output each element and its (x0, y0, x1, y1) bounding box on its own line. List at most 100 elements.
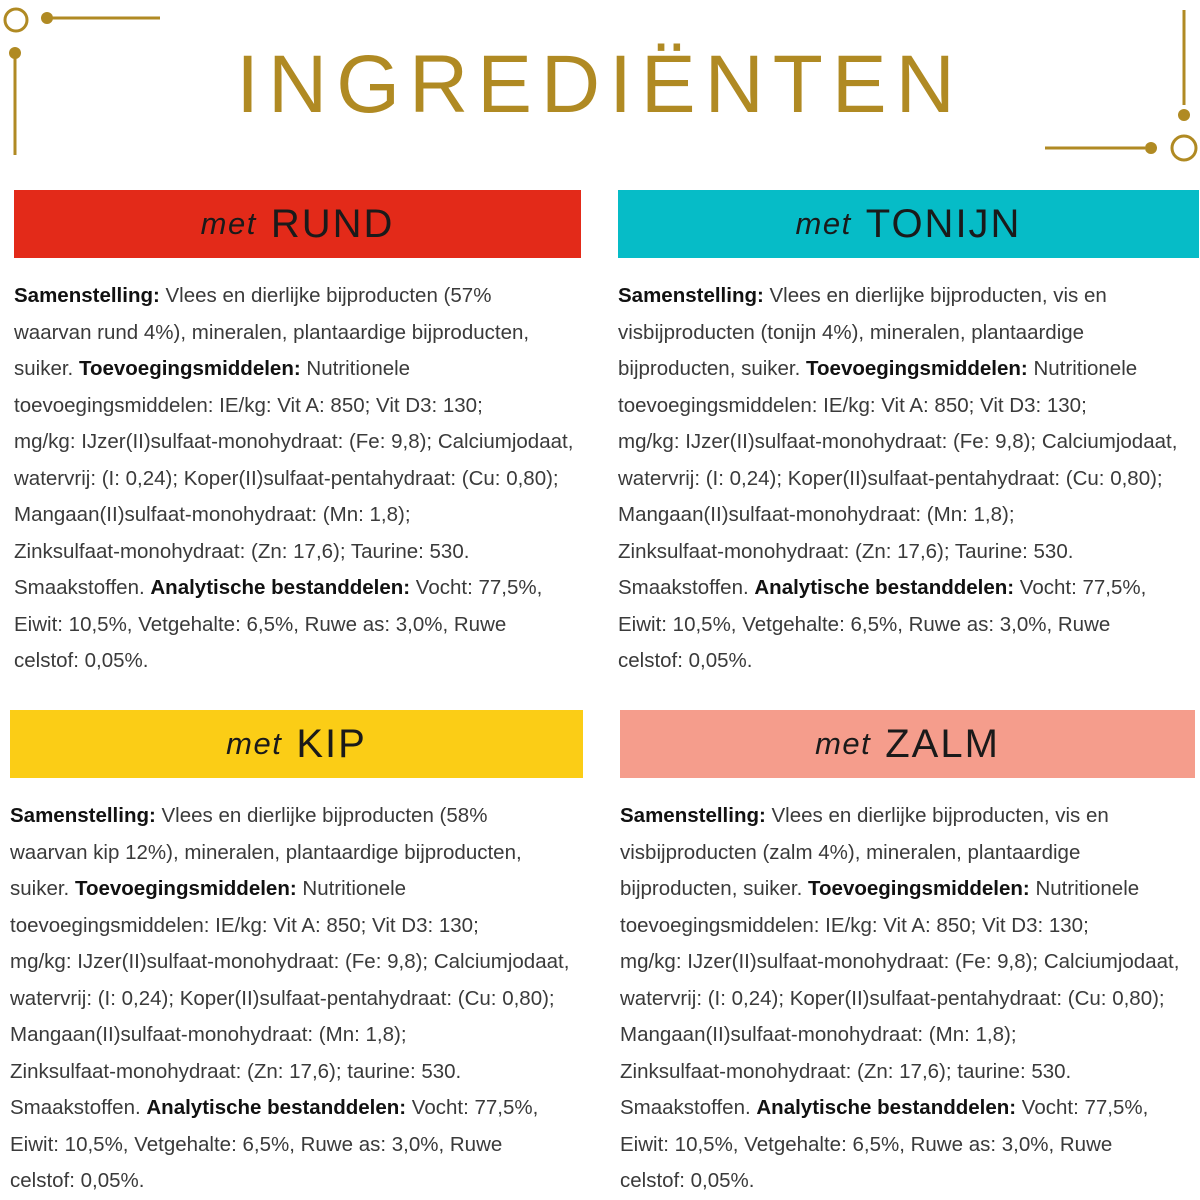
text-run: Vlees en dierlijke bijproducten (58% (155, 804, 488, 827)
text-run: suiker. (14, 357, 79, 380)
text-line: visbijproducten (tonijn 4%), mineralen, … (618, 315, 1200, 352)
text-run: toevoegingsmiddelen: IE/kg: Vit A: 850; … (10, 913, 479, 937)
text-run: Mangaan(II)sulfaat-monohydraat: (Mn: 1,8… (10, 1023, 407, 1046)
text-line: Mangaan(II)sulfaat-monohydraat: (Mn: 1,8… (10, 1017, 590, 1054)
bold-label: Toevoegingsmiddelen: (806, 357, 1028, 380)
ingredients-text: Samenstelling: Vlees en dierlijke bijpro… (14, 278, 594, 680)
bold-label: Samenstelling: (618, 284, 764, 307)
ingredients-text: Samenstelling: Vlees en dierlijke bijpro… (10, 798, 590, 1200)
corner-ornament-top-left-icon (3, 7, 160, 155)
text-line: Eiwit: 10,5%, Vetgehalte: 6,5%, Ruwe as:… (14, 607, 594, 644)
text-line: visbijproducten (zalm 4%), mineralen, pl… (620, 835, 1200, 872)
text-run: Nutritionele (1029, 877, 1140, 900)
text-run: watervrij: (I: 0,24); Koper(II)sulfaat-p… (10, 986, 555, 1010)
text-line: Mangaan(II)sulfaat-monohydraat: (Mn: 1,8… (14, 497, 594, 534)
text-run: Nutritionele (300, 357, 411, 380)
ingredients-text: Samenstelling: Vlees en dierlijke bijpro… (618, 278, 1200, 680)
text-line: bijproducten, suiker. Toevoegingsmiddele… (618, 351, 1200, 388)
text-run: watervrij: (I: 0,24); Koper(II)sulfaat-p… (620, 986, 1165, 1010)
text-line: bijproducten, suiker. Toevoegingsmiddele… (620, 871, 1200, 908)
section-met-label: met (795, 206, 852, 241)
text-run: Smaakstoffen. (14, 576, 151, 599)
text-line: Eiwit: 10,5%, Vetgehalte: 6,5%, Ruwe as:… (10, 1127, 590, 1164)
corner-ornament-bottom-right-icon (1045, 10, 1198, 162)
section-rund: met RUND Samenstelling: Vlees en dierlij… (14, 190, 582, 680)
text-line: watervrij: (I: 0,24); Koper(II)sulfaat-p… (10, 981, 590, 1018)
text-run: bijproducten, suiker. (620, 877, 809, 900)
text-line: Samenstelling: Vlees en dierlijke bijpro… (14, 278, 594, 315)
text-run: visbijproducten (zalm 4%), mineralen, pl… (620, 840, 1081, 864)
text-run: Vocht: 77,5%, (1016, 1096, 1149, 1119)
text-run: Smaakstoffen. (620, 1096, 757, 1119)
text-run: celstof: 0,05%. (620, 1169, 755, 1192)
bold-label: Toevoegingsmiddelen: (74, 877, 297, 900)
text-line: Mangaan(II)sulfaat-monohydraat: (Mn: 1,8… (618, 497, 1200, 534)
section-met-label: met (815, 726, 872, 761)
section-kip: met KIP Samenstelling: Vlees en dierlijk… (10, 710, 585, 1194)
text-run: mg/kg: IJzer(II)sulfaat-monohydraat: (Fe… (620, 950, 1180, 973)
section-header-zalm: met ZALM (620, 710, 1195, 778)
text-line: Smaakstoffen. Analytische bestanddelen: … (620, 1090, 1200, 1127)
section-met-label: met (200, 206, 257, 241)
text-run: waarvan kip 12%), mineralen, plantaardig… (10, 840, 522, 864)
section-title: KIP (296, 721, 367, 766)
text-line: Mangaan(II)sulfaat-monohydraat: (Mn: 1,8… (620, 1017, 1200, 1054)
text-run: Vlees en dierlijke bijproducten, vis en (763, 284, 1107, 307)
text-run: waarvan rund 4%), mineralen, plantaardig… (14, 320, 530, 344)
text-run: Smaakstoffen. (618, 576, 755, 599)
text-run: suiker. (10, 877, 75, 900)
text-run: Zinksulfaat-monohydraat: (Zn: 17,6); tau… (10, 1059, 462, 1083)
bold-label: Samenstelling: (10, 804, 156, 827)
text-line: waarvan kip 12%), mineralen, plantaardig… (10, 835, 590, 872)
text-line: celstof: 0,05%. (618, 643, 1200, 680)
text-line: Smaakstoffen. Analytische bestanddelen: … (10, 1090, 590, 1127)
bold-label: Samenstelling: (620, 804, 766, 827)
section-tonijn: met TONIJN Samenstelling: Vlees en dierl… (618, 190, 1200, 680)
text-line: Zinksulfaat-monohydraat: (Zn: 17,6); Tau… (618, 534, 1200, 571)
section-header-tonijn: met TONIJN (618, 190, 1199, 258)
section-title: TONIJN (865, 201, 1022, 246)
text-line: toevoegingsmiddelen: IE/kg: Vit A: 850; … (14, 388, 594, 425)
text-line: Zinksulfaat-monohydraat: (Zn: 17,6); tau… (620, 1054, 1200, 1091)
text-line: Samenstelling: Vlees en dierlijke bijpro… (620, 798, 1200, 835)
text-run: Eiwit: 10,5%, Vetgehalte: 6,5%, Ruwe as:… (14, 612, 507, 636)
text-line: Smaakstoffen. Analytische bestanddelen: … (14, 570, 594, 607)
text-run: celstof: 0,05%. (10, 1169, 145, 1192)
text-line: mg/kg: IJzer(II)sulfaat-monohydraat: (Fe… (620, 944, 1200, 981)
section-header-rund: met RUND (14, 190, 581, 258)
section-title: RUND (270, 201, 395, 246)
text-run: mg/kg: IJzer(II)sulfaat-monohydraat: (Fe… (14, 430, 574, 453)
text-line: mg/kg: IJzer(II)sulfaat-monohydraat: (Fe… (618, 424, 1200, 461)
text-line: mg/kg: IJzer(II)sulfaat-monohydraat: (Fe… (14, 424, 594, 461)
section-title: ZALM (885, 721, 1000, 766)
bold-label: Analytische bestanddelen: (756, 1096, 1017, 1119)
text-run: celstof: 0,05%. (14, 649, 149, 672)
text-run: Mangaan(II)sulfaat-monohydraat: (Mn: 1,8… (618, 503, 1015, 526)
section-met-label: met (226, 726, 283, 761)
text-line: Samenstelling: Vlees en dierlijke bijpro… (10, 798, 590, 835)
text-line: toevoegingsmiddelen: IE/kg: Vit A: 850; … (620, 908, 1200, 945)
text-run: Vocht: 77,5%, (1014, 576, 1147, 599)
text-line: watervrij: (I: 0,24); Koper(II)sulfaat-p… (620, 981, 1200, 1018)
text-line: suiker. Toevoegingsmiddelen: Nutritionel… (10, 871, 590, 908)
text-run: Eiwit: 10,5%, Vetgehalte: 6,5%, Ruwe as:… (618, 612, 1111, 636)
text-run: Vlees en dierlijke bijproducten, vis en (765, 804, 1109, 827)
text-line: toevoegingsmiddelen: IE/kg: Vit A: 850; … (10, 908, 590, 945)
text-run: Nutritionele (296, 877, 407, 900)
text-run: toevoegingsmiddelen: IE/kg: Vit A: 850; … (618, 393, 1087, 417)
bold-label: Analytische bestanddelen: (754, 576, 1015, 599)
text-run: Eiwit: 10,5%, Vetgehalte: 6,5%, Ruwe as:… (10, 1132, 503, 1156)
text-line: Zinksulfaat-monohydraat: (Zn: 17,6); tau… (10, 1054, 590, 1091)
section-header-kip: met KIP (10, 710, 583, 778)
text-line: Smaakstoffen. Analytische bestanddelen: … (618, 570, 1200, 607)
text-line: mg/kg: IJzer(II)sulfaat-monohydraat: (Fe… (10, 944, 590, 981)
text-run: watervrij: (I: 0,24); Koper(II)sulfaat-p… (618, 466, 1163, 490)
text-run: visbijproducten (tonijn 4%), mineralen, … (618, 320, 1085, 344)
text-line: Samenstelling: Vlees en dierlijke bijpro… (618, 278, 1200, 315)
text-line: celstof: 0,05%. (10, 1163, 590, 1200)
ingredients-text: Samenstelling: Vlees en dierlijke bijpro… (620, 798, 1200, 1200)
text-run: celstof: 0,05%. (618, 649, 753, 672)
bold-label: Toevoegingsmiddelen: (808, 877, 1030, 900)
bold-label: Analytische bestanddelen: (146, 1096, 407, 1119)
text-run: watervrij: (I: 0,24); Koper(II)sulfaat-p… (14, 466, 559, 490)
